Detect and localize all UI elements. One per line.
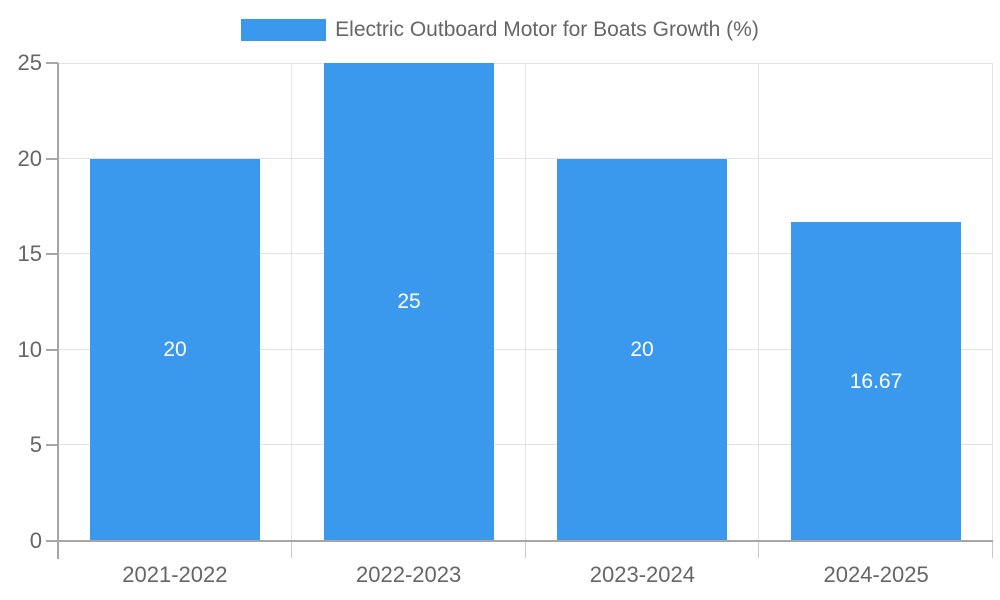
bar-value-label: 25: [397, 290, 421, 313]
bar-2024-2025[interactable]: 16.67: [791, 222, 961, 541]
x-tick-1: [291, 542, 292, 558]
x-axis-label: 2022-2023: [356, 562, 462, 587]
x-tick-4: [992, 542, 993, 558]
bar-value-label: 20: [163, 338, 187, 361]
x-tick-3: [758, 542, 759, 558]
gridline-x-2: [525, 63, 526, 541]
x-axis-line: [57, 540, 993, 542]
legend-label: Electric Outboard Motor for Boats Growth…: [335, 18, 759, 41]
y-axis-label: 25: [17, 50, 42, 75]
y-axis-label: 15: [17, 241, 42, 266]
bar-2023-2024[interactable]: 20: [557, 159, 727, 541]
x-tick-2: [525, 542, 526, 558]
y-axis-line: [57, 63, 59, 559]
legend-swatch-icon: [241, 19, 327, 41]
y-tick-5: [46, 444, 58, 446]
y-tick-0: [46, 540, 58, 542]
plot-area: 20 25 20 16.67: [58, 63, 993, 541]
y-tick-15: [46, 253, 58, 255]
gridline-x-4: [992, 63, 993, 541]
bar-value-label: 20: [630, 338, 654, 361]
x-axis-label: 2023-2024: [589, 562, 695, 587]
y-tick-25: [46, 62, 58, 64]
bar-2021-2022[interactable]: 20: [90, 159, 260, 541]
y-axis-label: 20: [17, 146, 42, 171]
y-axis-label: 5: [29, 432, 42, 457]
y-axis-label: 0: [29, 528, 42, 553]
legend[interactable]: Electric Outboard Motor for Boats Growth…: [0, 17, 1000, 43]
gridline-x-3: [758, 63, 759, 541]
y-axis-label: 10: [17, 337, 42, 362]
y-tick-20: [46, 158, 58, 160]
y-tick-10: [46, 349, 58, 351]
x-axis-label: 2021-2022: [122, 562, 228, 587]
bar-value-label: 16.67: [849, 369, 903, 393]
bar-2022-2023[interactable]: 25: [324, 63, 494, 541]
x-axis-label: 2024-2025: [823, 562, 929, 587]
gridline-x-1: [291, 63, 292, 541]
